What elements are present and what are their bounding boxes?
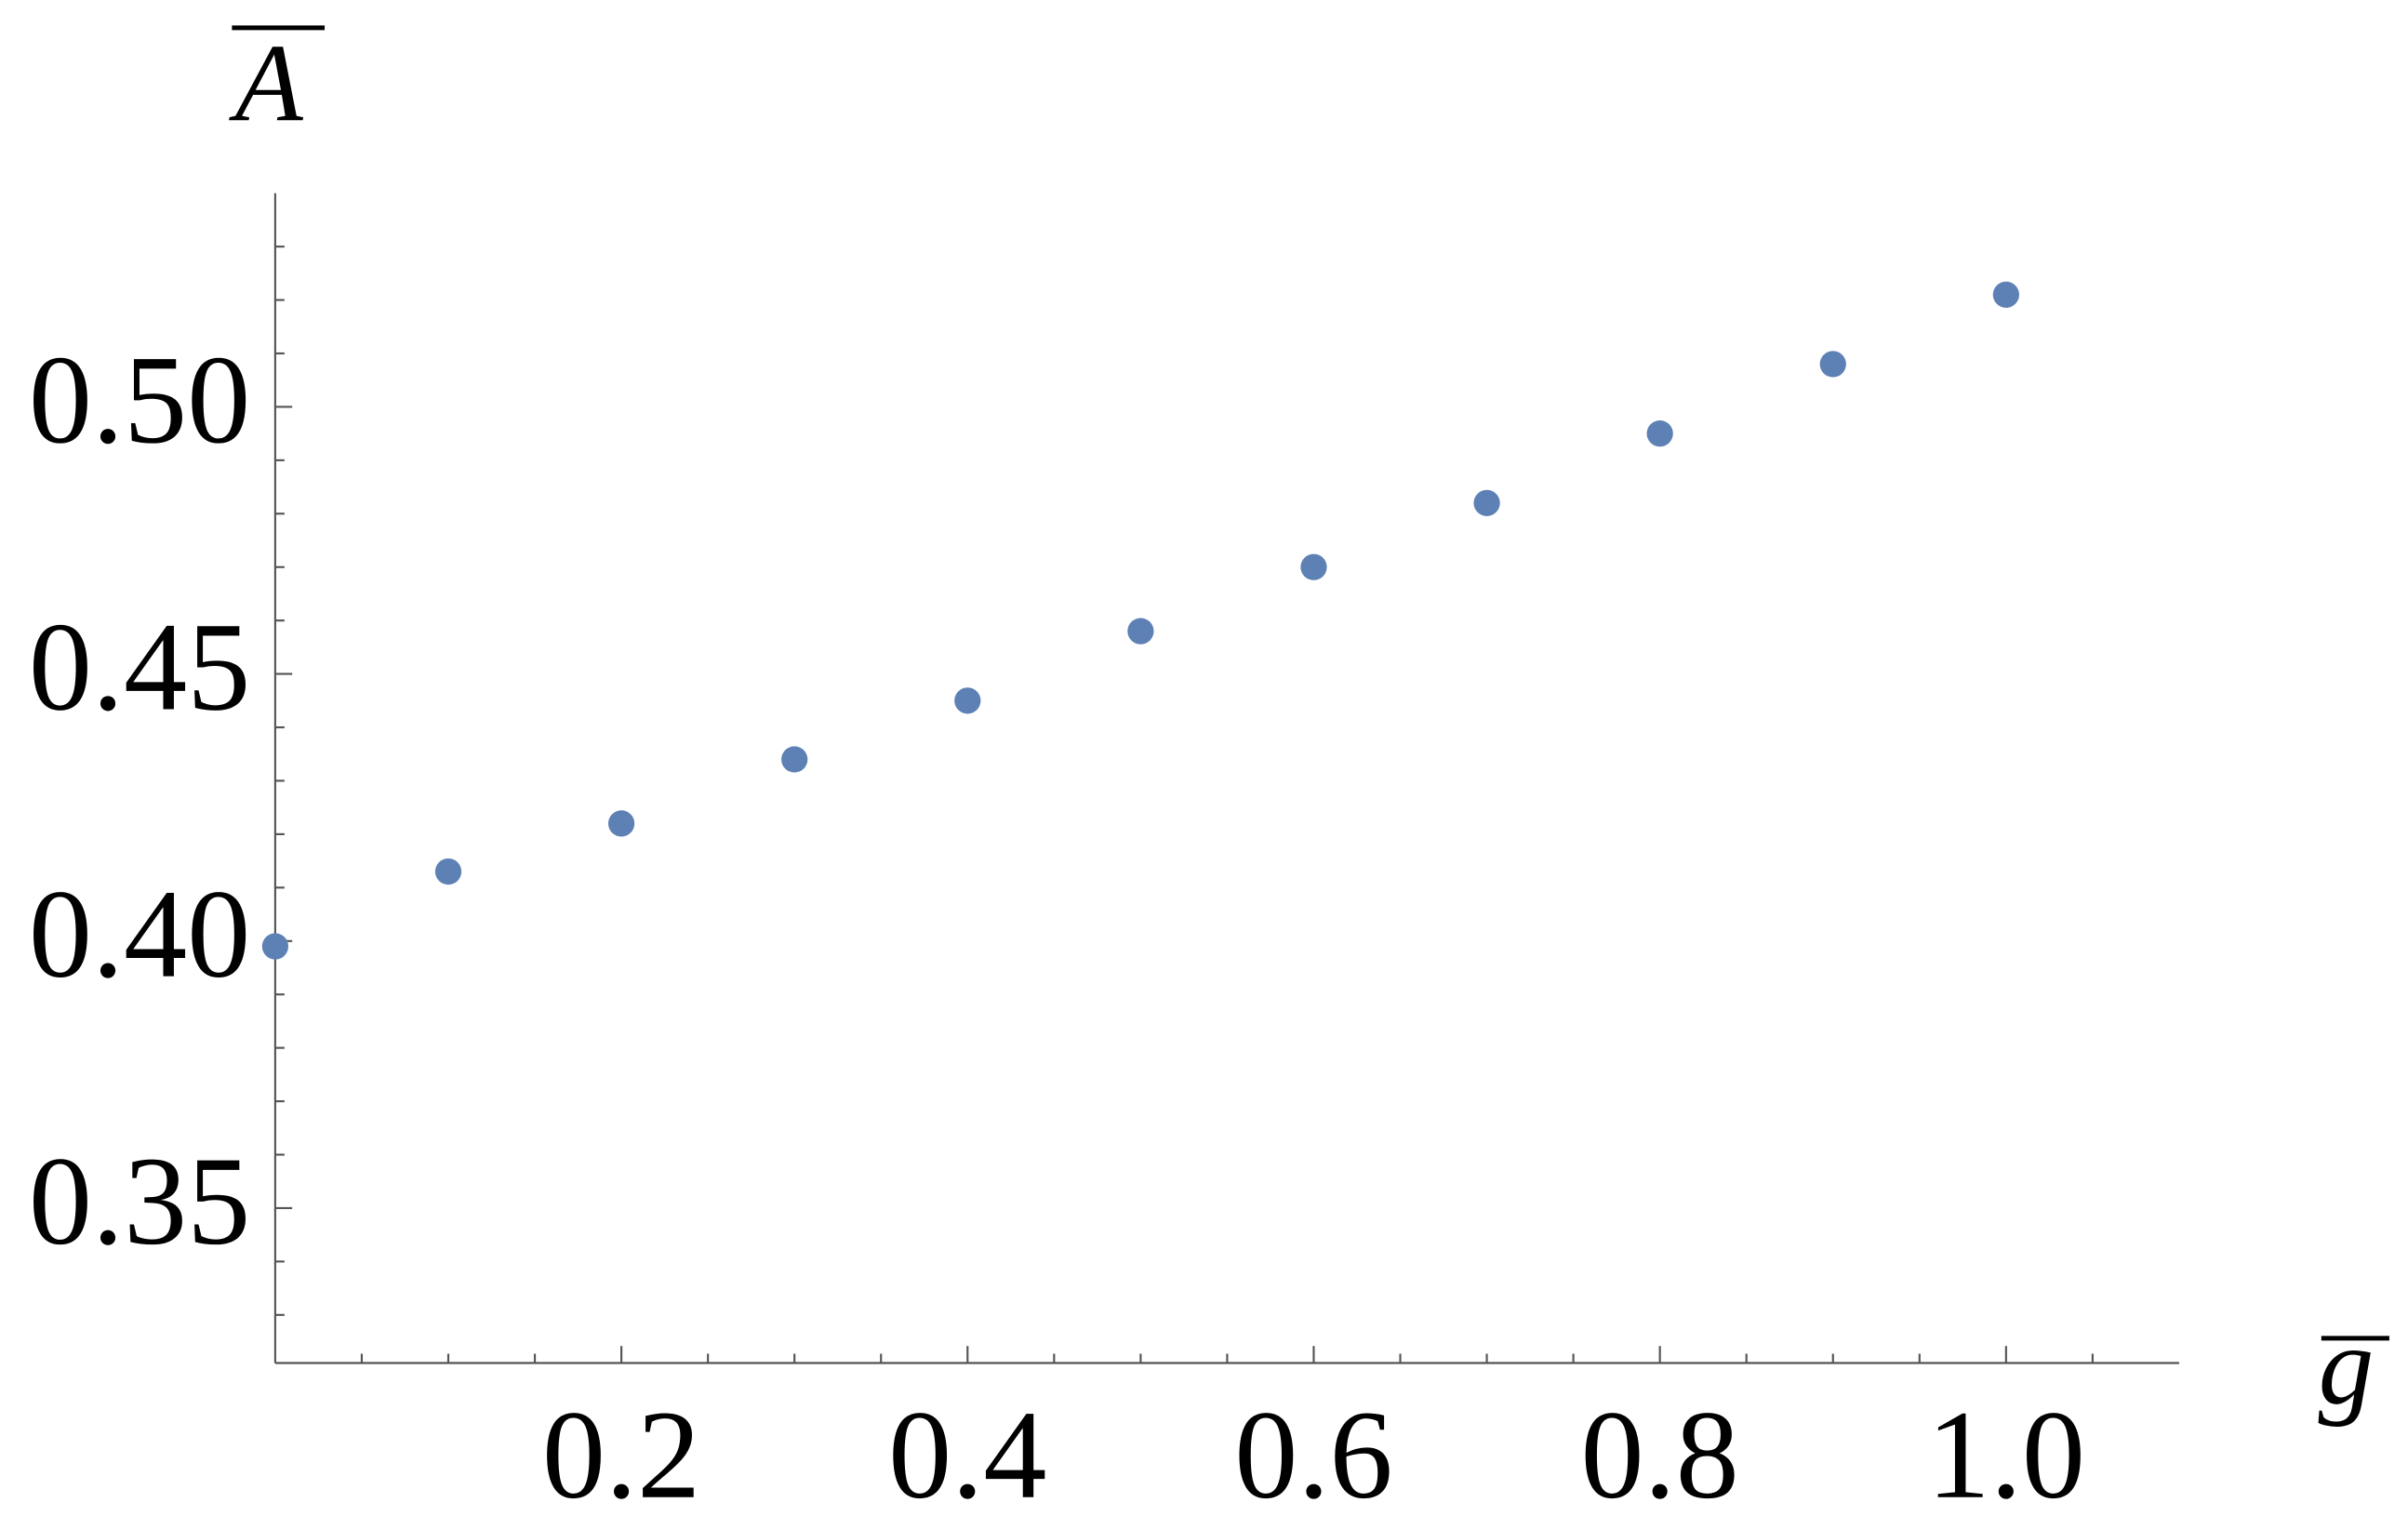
- point: [781, 746, 808, 773]
- point: [1819, 351, 1846, 378]
- point: [954, 687, 981, 714]
- x-tick-label: 0.2: [542, 1386, 700, 1516]
- x-tick-label: 0.6: [1234, 1386, 1392, 1516]
- point: [1992, 281, 2019, 308]
- x-tick-label: 0.4: [888, 1386, 1046, 1516]
- point: [1473, 489, 1500, 516]
- x-axis-label: g: [2318, 1304, 2374, 1428]
- point: [261, 933, 289, 960]
- point: [1300, 553, 1327, 580]
- point: [1127, 618, 1154, 645]
- point: [1646, 420, 1673, 447]
- point: [434, 858, 462, 885]
- y-tick-label: 0.40: [29, 865, 250, 1004]
- y-axis-label: A: [229, 21, 304, 145]
- y-tick-label: 0.50: [29, 330, 250, 470]
- point: [607, 810, 635, 837]
- y-tick-label: 0.35: [29, 1132, 250, 1271]
- x-tick-label: 0.8: [1581, 1386, 1739, 1516]
- x-tick-label: 1.0: [1927, 1386, 2085, 1516]
- y-tick-label: 0.45: [29, 598, 250, 738]
